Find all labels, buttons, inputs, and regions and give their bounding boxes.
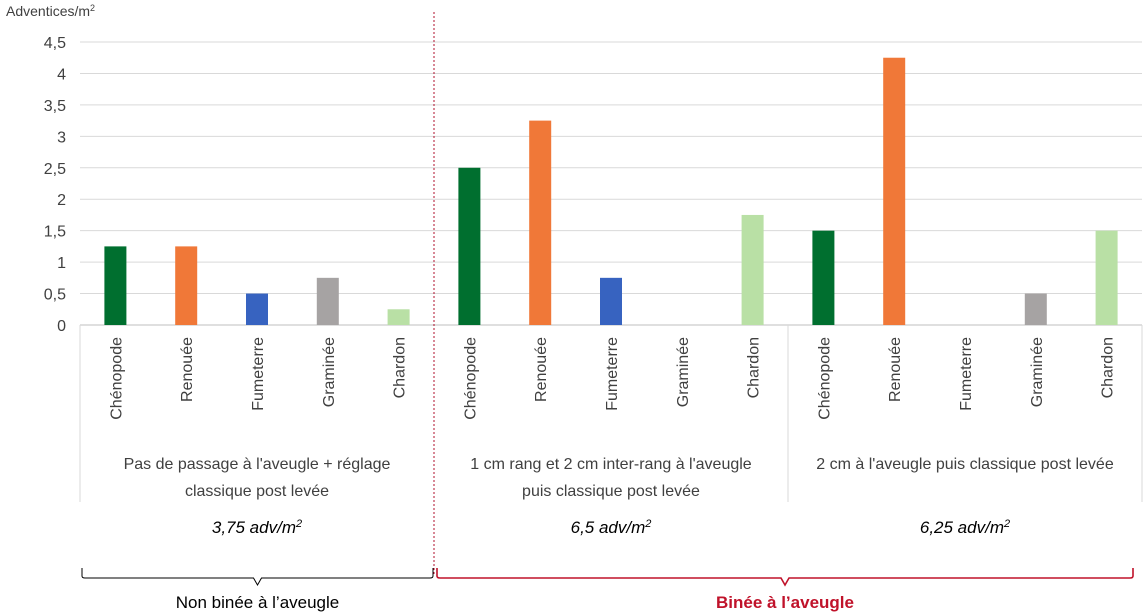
category-label: Chardon — [1100, 337, 1117, 398]
brace-label: Binée à l’aveugle — [716, 593, 854, 612]
bar — [246, 293, 268, 325]
group-total-text: 3,75 adv/m — [212, 518, 296, 537]
bar — [387, 309, 410, 325]
category-label: Chardon — [746, 337, 763, 398]
bar — [883, 57, 906, 325]
group-total-superscript: 2 — [1003, 518, 1010, 530]
bar — [529, 120, 552, 325]
y-tick-label: 3 — [57, 129, 66, 146]
brace-label: Non binée à l’aveugle — [176, 593, 340, 612]
category-label: Graminée — [675, 337, 692, 407]
group-total-text: 6,25 adv/m — [920, 518, 1004, 537]
group-total-text: 6,5 adv/m — [571, 518, 646, 537]
brace — [81, 568, 434, 587]
y-axis-label-text: Adventices/m — [6, 3, 90, 19]
bar — [600, 277, 622, 325]
bar — [104, 246, 127, 325]
group-label: puis classique post levée — [522, 483, 700, 500]
brace — [436, 568, 1134, 587]
y-tick-label: 1 — [57, 255, 66, 272]
group-label: Pas de passage à l'aveugle + réglage — [124, 456, 391, 473]
braces: Non binée à l’aveugle Binée à l’aveugle — [81, 568, 1134, 612]
category-label: Fumeterre — [604, 337, 621, 411]
group-total: 6,25 adv/m2 — [920, 518, 1010, 537]
y-axis-label-superscript: 2 — [90, 3, 95, 13]
bar — [1095, 230, 1118, 325]
y-tick-label: 0 — [57, 318, 66, 335]
group-label: 1 cm rang et 2 cm inter-rang à l'aveugle — [470, 456, 752, 473]
category-label: Chardon — [392, 337, 409, 398]
category-label: Graminée — [1029, 337, 1046, 407]
category-label: Chénopode — [108, 337, 125, 420]
y-tick-label: 3,5 — [44, 98, 66, 115]
bars — [104, 57, 1118, 325]
category-label: Renouée — [887, 337, 904, 402]
y-tick-label: 4 — [57, 66, 66, 83]
y-tick-label: 4,5 — [44, 35, 66, 52]
category-label: Chénopode — [462, 337, 479, 420]
y-tick-label: 1,5 — [44, 224, 66, 241]
bar — [458, 167, 481, 325]
bar — [741, 214, 764, 325]
bar — [1024, 293, 1047, 325]
category-label: Graminée — [321, 337, 338, 407]
group-totals: 3,75 adv/m2 6,5 adv/m2 6,25 adv/m2 — [212, 518, 1010, 537]
y-tick-label: 2,5 — [44, 161, 66, 178]
bar — [316, 277, 339, 325]
group-separators — [79, 12, 1143, 575]
group-labels: Pas de passage à l'aveugle + réglage clas… — [124, 456, 1114, 500]
group-total: 3,75 adv/m2 — [212, 518, 302, 537]
category-label: Renouée — [179, 337, 196, 402]
category-label: Fumeterre — [250, 337, 267, 411]
category-label: Fumeterre — [958, 337, 975, 411]
group-total: 6,5 adv/m2 — [571, 518, 652, 537]
group-total-superscript: 2 — [644, 518, 651, 530]
category-labels: Chénopode Renouée Fumeterre Graminée Chardon… — [108, 337, 1116, 420]
category-label: Renouée — [533, 337, 550, 402]
bar — [175, 246, 198, 325]
group-total-superscript: 2 — [295, 518, 302, 530]
y-axis-ticks: 0 0,5 1 1,5 2 2,5 3 3,5 4 4,5 — [44, 35, 66, 335]
bar — [812, 230, 835, 325]
y-tick-label: 2 — [57, 192, 66, 209]
group-label: 2 cm à l'aveugle puis classique post lev… — [816, 456, 1114, 473]
group-label: classique post levée — [185, 483, 329, 500]
y-axis-label: Adventices/m2 — [6, 3, 95, 19]
y-tick-label: 0,5 — [44, 287, 66, 304]
category-label: Chénopode — [816, 337, 833, 420]
